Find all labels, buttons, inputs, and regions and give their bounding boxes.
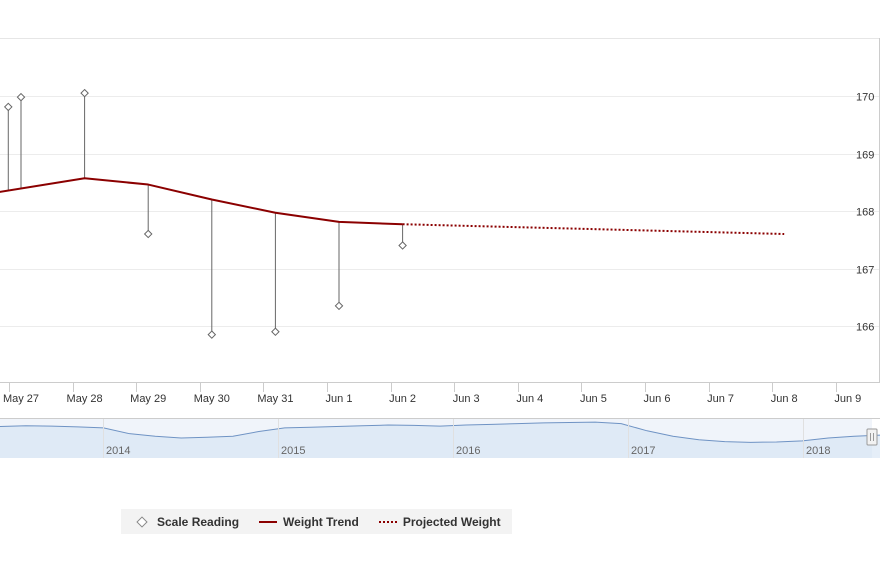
legend-label-weight-trend: Weight Trend — [283, 514, 359, 529]
reading-marker-0 — [3, 102, 13, 112]
diamond-marker-icon — [133, 515, 151, 528]
navigator-area — [0, 422, 880, 458]
y-axis-labels: 166 167 168 169 170 — [856, 92, 874, 334]
solid-line-icon — [259, 517, 278, 527]
navigator[interactable]: 2014 2015 2016 2017 2018 — [0, 418, 881, 459]
reading-marker-2 — [80, 88, 89, 98]
reading-marker-5 — [271, 327, 280, 337]
weight-trend-series — [0, 177, 403, 226]
navigator-line — [0, 421, 881, 443]
legend: Scale Reading Weight Trend Projected Wei… — [121, 509, 512, 534]
projected-weight-line — [402, 223, 785, 235]
navigator-year-label-2016: 2016 — [456, 445, 480, 457]
reading-marker-1 — [16, 92, 26, 102]
x-tick-label-may-31: May 31 — [257, 393, 293, 405]
x-tick-label-jun-8: Jun 8 — [771, 393, 798, 405]
scale-reading-series — [3, 88, 407, 339]
navigator-year-label-2018: 2018 — [806, 445, 830, 457]
x-tick-label-jun-9: Jun 9 — [834, 393, 861, 405]
navigator-year-label-2015: 2015 — [281, 445, 305, 457]
x-tick-label-may-29: May 29 — [130, 393, 166, 405]
grid-lines — [0, 96, 879, 327]
reading-marker-3 — [143, 229, 153, 239]
reading-marker-4 — [207, 330, 217, 339]
projected-weight-series — [402, 223, 785, 235]
x-tick-label-jun-4: Jun 4 — [516, 393, 543, 405]
reading-stems — [7, 93, 404, 335]
reading-marker-7 — [398, 241, 407, 250]
x-tick-label-jun-3: Jun 3 — [453, 393, 480, 405]
x-tick-label-jun-2: Jun 2 — [389, 393, 416, 405]
legend-item-weight-trend[interactable]: Weight Trend — [259, 515, 359, 529]
x-tick-label-may-30: May 30 — [194, 393, 230, 405]
x-tick-label-jun-7: Jun 7 — [707, 393, 734, 405]
x-tick-label-may-27: May 27 — [3, 393, 39, 405]
x-axis-ticks — [9, 383, 837, 392]
y-tick-label-170: 170 — [856, 92, 874, 104]
y-tick-label-167: 167 — [856, 265, 874, 277]
legend-item-scale-reading[interactable]: Scale Reading — [133, 515, 239, 529]
x-tick-label-may-28: May 28 — [67, 393, 103, 405]
x-tick-label-jun-5: Jun 5 — [580, 393, 607, 405]
navigator-series — [0, 421, 881, 458]
navigator-year-grid: 2014 2015 2016 2017 2018 — [103, 419, 830, 458]
navigator-handle[interactable] — [866, 428, 878, 446]
x-tick-label-jun-1: Jun 1 — [326, 393, 353, 405]
legend-label-scale-reading: Scale Reading — [157, 514, 240, 529]
x-axis-labels: May 27 May 28 May 29 May 30 May 31 Jun 1 Jun 2… — [3, 393, 861, 405]
legend-label-projected-weight: Projected Weight — [402, 514, 501, 529]
dotted-line-icon — [378, 517, 397, 527]
navigator-year-label-2017: 2017 — [631, 445, 655, 457]
legend-item-projected-weight[interactable]: Projected Weight — [378, 514, 501, 529]
weight-trend-line — [0, 177, 403, 226]
reading-marker-6 — [334, 301, 344, 311]
y-tick-label-169: 169 — [856, 150, 874, 162]
x-tick-label-jun-6: Jun 6 — [644, 393, 671, 405]
y-tick-label-168: 168 — [856, 207, 874, 219]
y-tick-label-166: 166 — [856, 322, 874, 334]
navigator-year-label-2014: 2014 — [106, 445, 130, 457]
